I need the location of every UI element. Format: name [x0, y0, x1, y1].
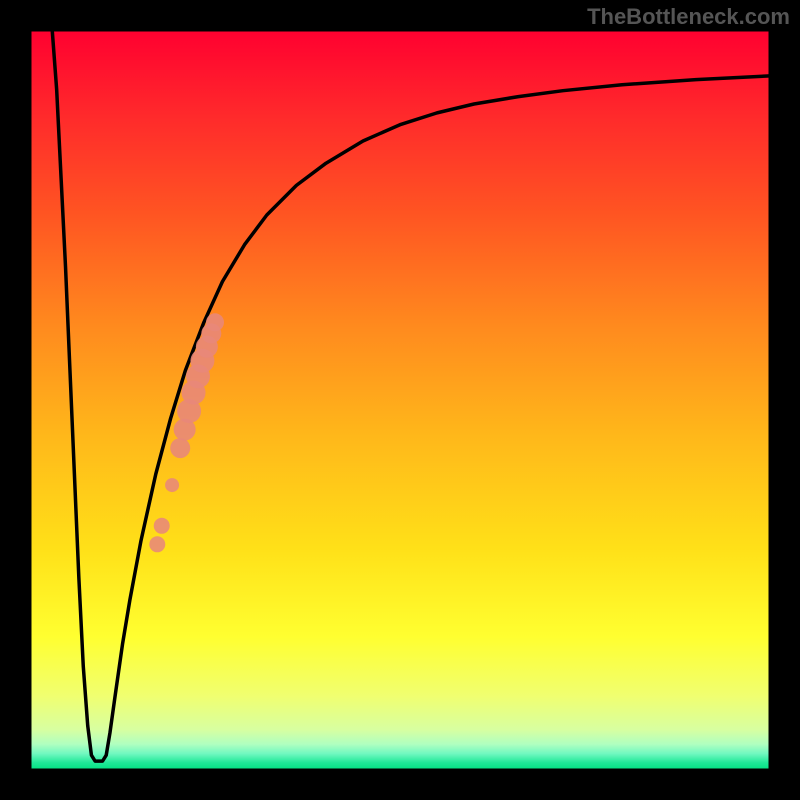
plot-area	[30, 30, 770, 770]
scatter-point	[170, 438, 190, 458]
watermark-label: TheBottleneck.com	[587, 4, 790, 30]
scatter-point	[165, 478, 179, 492]
scatter-point	[154, 518, 170, 534]
chart-svg	[0, 0, 800, 800]
bottleneck-chart: TheBottleneck.com	[0, 0, 800, 800]
scatter-point	[206, 313, 224, 331]
scatter-point	[149, 536, 165, 552]
